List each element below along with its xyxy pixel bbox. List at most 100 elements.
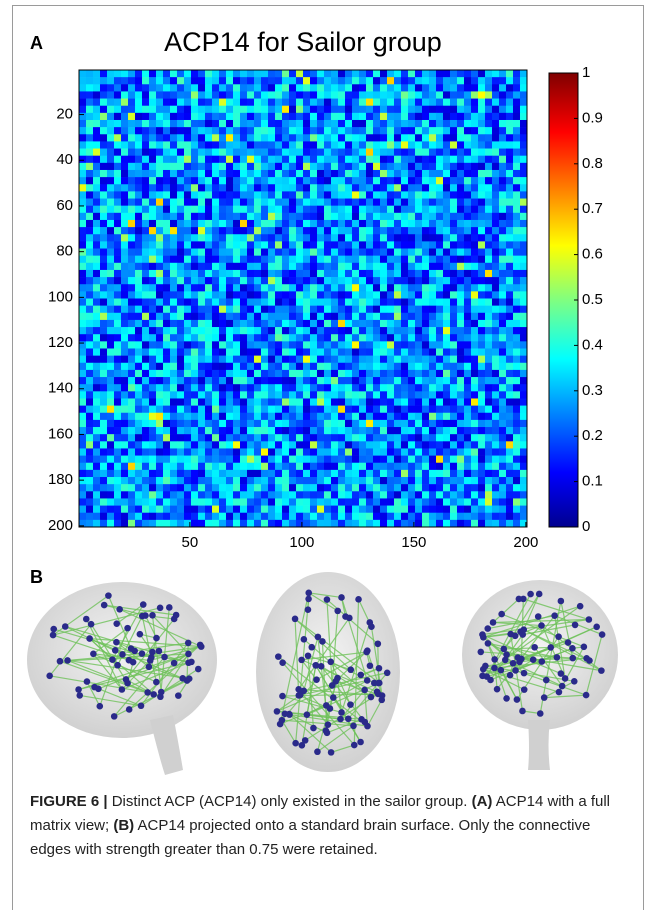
heat-cell <box>226 263 233 270</box>
heat-cell <box>79 456 86 463</box>
heat-cell <box>184 470 191 477</box>
heat-cell <box>506 363 513 370</box>
heat-cell <box>261 456 268 463</box>
heat-cell <box>191 327 198 334</box>
heat-cell <box>226 170 233 177</box>
heat-cell <box>296 191 303 198</box>
heat-cell <box>114 199 121 206</box>
heat-cell <box>275 498 282 505</box>
heat-cell <box>142 99 149 106</box>
heat-cell <box>338 70 345 77</box>
heat-cell <box>401 177 408 184</box>
heat-cell <box>394 127 401 134</box>
heat-cell <box>247 120 254 127</box>
heat-cell <box>359 441 366 448</box>
heat-cell <box>86 513 93 520</box>
heat-cell <box>275 277 282 284</box>
heat-cell <box>387 227 394 234</box>
node <box>279 693 286 700</box>
heat-cell <box>135 206 142 213</box>
heat-cell <box>429 106 436 113</box>
heat-cell <box>93 456 100 463</box>
heat-cell <box>506 491 513 498</box>
heat-cell <box>86 277 93 284</box>
node <box>367 662 374 669</box>
heat-cell <box>93 299 100 306</box>
heat-cell <box>177 420 184 427</box>
heat-cell <box>205 470 212 477</box>
heat-cell <box>205 149 212 156</box>
heat-cell <box>359 234 366 241</box>
heat-cell <box>226 227 233 234</box>
heat-cell <box>457 134 464 141</box>
heat-cell <box>128 420 135 427</box>
heat-cell <box>471 199 478 206</box>
heat-cell <box>401 327 408 334</box>
heat-cell <box>373 241 380 248</box>
heat-cell <box>177 391 184 398</box>
heat-cell <box>436 127 443 134</box>
heat-cell <box>359 413 366 420</box>
heat-cell <box>296 106 303 113</box>
heat-cell <box>457 463 464 470</box>
heat-cell <box>128 284 135 291</box>
heat-cell <box>100 91 107 98</box>
heat-cell <box>464 334 471 341</box>
heat-cell <box>373 284 380 291</box>
heat-cell <box>450 220 457 227</box>
heat-cell <box>422 191 429 198</box>
heat-cell <box>247 77 254 84</box>
heat-cell <box>142 291 149 298</box>
heat-cell <box>212 191 219 198</box>
heat-cell <box>457 491 464 498</box>
heat-cell <box>275 456 282 463</box>
heat-cell <box>198 334 205 341</box>
heat-cell <box>282 156 289 163</box>
heat-cell <box>366 420 373 427</box>
heat-cell <box>366 334 373 341</box>
heat-cell <box>142 227 149 234</box>
heat-cell <box>443 377 450 384</box>
heat-cell <box>247 99 254 106</box>
heat-cell <box>331 291 338 298</box>
heat-cell <box>184 220 191 227</box>
heat-cell <box>303 513 310 520</box>
heat-cell <box>499 127 506 134</box>
heat-cell <box>401 220 408 227</box>
heat-cell <box>436 234 443 241</box>
heat-cell <box>492 277 499 284</box>
heat-cell <box>401 206 408 213</box>
heat-cell <box>324 356 331 363</box>
heat-cell <box>268 327 275 334</box>
heat-cell <box>380 341 387 348</box>
heat-cell <box>282 406 289 413</box>
heat-cell <box>247 384 254 391</box>
heat-cell <box>310 448 317 455</box>
heat-cell <box>107 156 114 163</box>
heat-cell <box>107 420 114 427</box>
heat-cell <box>492 213 499 220</box>
heat-cell <box>310 177 317 184</box>
heat-cell <box>352 213 359 220</box>
heat-cell <box>366 327 373 334</box>
heat-cell <box>520 241 527 248</box>
heat-cell <box>121 134 128 141</box>
heat-cell <box>450 320 457 327</box>
heat-cell <box>121 356 128 363</box>
heat-cell <box>170 513 177 520</box>
heat-cell <box>296 91 303 98</box>
heat-cell <box>275 127 282 134</box>
heat-cell <box>317 520 324 527</box>
heat-cell <box>177 377 184 384</box>
heat-cell <box>142 377 149 384</box>
heat-cell <box>240 370 247 377</box>
heat-cell <box>212 277 219 284</box>
heat-cell <box>191 84 198 91</box>
heat-cell <box>513 84 520 91</box>
node <box>313 676 320 683</box>
heat-cell <box>163 384 170 391</box>
heat-cell <box>135 256 142 263</box>
heat-cell <box>100 391 107 398</box>
heat-cell <box>478 206 485 213</box>
heat-cell <box>485 334 492 341</box>
